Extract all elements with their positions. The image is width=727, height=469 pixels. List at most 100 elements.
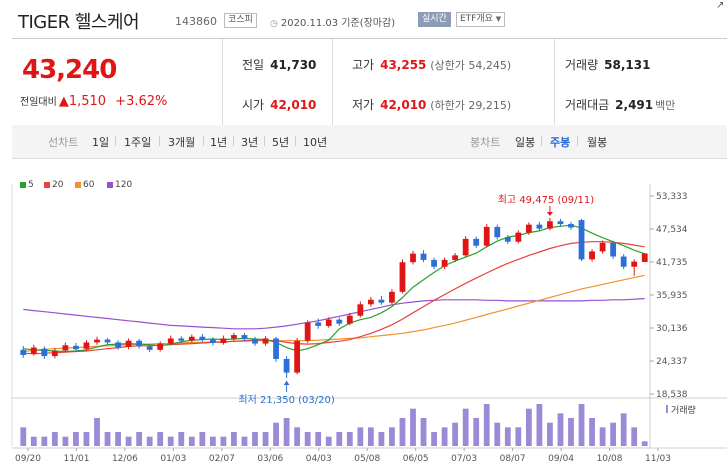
candle — [325, 319, 332, 326]
volume-bar — [515, 427, 522, 446]
volume-bar — [294, 427, 301, 446]
candle — [146, 346, 153, 350]
tab-separator — [541, 136, 542, 146]
tab-3m[interactable]: 3개월 — [168, 136, 196, 149]
candle — [557, 221, 564, 225]
candle — [399, 262, 406, 292]
tab-10y[interactable]: 10년 — [303, 136, 328, 149]
change-percent: +3.62% — [115, 94, 168, 109]
candle — [178, 338, 185, 341]
lower-limit: (하한가 29,215) — [430, 99, 512, 112]
volume-bar — [641, 441, 648, 446]
stock-code: 143860 — [175, 15, 217, 28]
candle — [104, 339, 111, 343]
tab-weekly[interactable]: 주봉 — [550, 136, 571, 149]
tab-3y[interactable]: 3년 — [241, 136, 259, 149]
tab-1w[interactable]: 1주일 — [124, 136, 152, 149]
volume-bar — [41, 436, 48, 446]
candle — [473, 238, 480, 246]
legend-label: 120 — [115, 180, 133, 190]
x-tick-label: 10/08 — [597, 454, 623, 464]
candle — [420, 253, 427, 260]
volume-bar — [315, 432, 322, 446]
candle — [20, 349, 27, 355]
candle — [136, 340, 143, 347]
candle — [115, 342, 121, 348]
chevron-down-icon: ▼ — [495, 15, 502, 23]
x-tick-label: 11/03 — [645, 454, 671, 464]
volume-value: 58,131 — [604, 58, 651, 72]
candle — [294, 340, 301, 373]
volume-bar — [157, 432, 164, 446]
tab-1y[interactable]: 1년 — [210, 136, 228, 149]
prev-close-value: 41,730 — [270, 58, 317, 72]
volume-bar — [83, 432, 90, 446]
tab-5y[interactable]: 5년 — [272, 136, 290, 149]
prev-close-label: 전일 — [242, 58, 265, 72]
tab-daily[interactable]: 일봉 — [515, 136, 536, 149]
etf-overview-dropdown[interactable]: ETF개요 ▼ — [456, 12, 506, 27]
volume-bar — [410, 408, 416, 446]
candle — [283, 358, 290, 373]
date-text: ◷ 2020.11.03 기준(장마감) — [270, 14, 395, 29]
volume-bar — [568, 418, 574, 446]
legend-ma5: 5 — [20, 180, 34, 190]
x-tick-label: 07/03 — [451, 454, 477, 464]
volume-bar — [188, 436, 195, 446]
amount-cell: 거래대금 2,491 백만 — [565, 96, 675, 113]
candle — [167, 338, 174, 344]
low-value: 42,010 — [380, 98, 427, 112]
candle — [578, 220, 585, 260]
legend-swatch — [20, 181, 26, 188]
x-tick-label: 01/03 — [160, 454, 186, 464]
volume-bar — [94, 418, 100, 446]
tab-monthly[interactable]: 월봉 — [587, 136, 608, 149]
y-tick-label: 18,538 — [656, 390, 688, 400]
volume-bar — [73, 432, 79, 446]
candle — [462, 238, 469, 256]
volume-bar — [51, 432, 58, 446]
tab-separator — [577, 136, 578, 146]
chart-tab-bar: 선차트 1일 1주일 3개월 1년 3년 5년 10년 봉차트 일봉 주봉 월봉 — [12, 125, 727, 159]
divider — [554, 39, 555, 125]
volume-bar — [589, 418, 595, 446]
price-summary: 43,240 전일대비 ▲1,510 +3.62% — [12, 39, 223, 125]
volume-bar — [525, 408, 532, 446]
volume-bar — [273, 422, 279, 446]
candle — [41, 348, 48, 357]
volume-bar — [231, 432, 237, 446]
tab-1d[interactable]: 1일 — [92, 136, 110, 149]
market-badge: 코스피 — [224, 13, 257, 28]
volume-bar — [136, 432, 143, 446]
volume-bar — [146, 436, 153, 446]
candlestick-chart[interactable]: 53,333 47,534 41,735 35,935 30,136 24,337 18,5… — [0, 158, 727, 469]
tab-separator — [159, 136, 160, 146]
candle — [220, 338, 227, 344]
realtime-button[interactable]: 실시간 — [418, 12, 451, 27]
candle — [188, 336, 195, 341]
volume-bar — [494, 422, 501, 446]
x-tick-label: 09/04 — [548, 454, 574, 464]
x-tick-label: 12/06 — [112, 454, 138, 464]
candle — [568, 224, 574, 228]
y-tick-label: 47,534 — [656, 225, 688, 235]
stock-name: TIGER 헬스케어 — [18, 12, 140, 33]
volume-bar — [252, 432, 258, 446]
candle — [241, 335, 248, 340]
candle — [515, 232, 522, 242]
volume-bar — [283, 418, 290, 446]
low-cell: 저가 42,010 (하한가 29,215) — [352, 96, 511, 113]
candle — [252, 339, 258, 344]
candle — [547, 221, 553, 229]
volume-bar — [209, 436, 216, 446]
candle — [94, 339, 100, 343]
candle — [631, 261, 638, 267]
legend-label: 20 — [52, 180, 64, 190]
tab-separator — [264, 136, 265, 146]
y-tick-label: 30,136 — [656, 324, 688, 334]
tab-separator — [295, 136, 296, 146]
volume-bar — [389, 427, 395, 446]
y-tick-label: 53,333 — [656, 192, 688, 202]
candle — [389, 291, 395, 303]
volume-label: 거래량 — [671, 404, 696, 416]
